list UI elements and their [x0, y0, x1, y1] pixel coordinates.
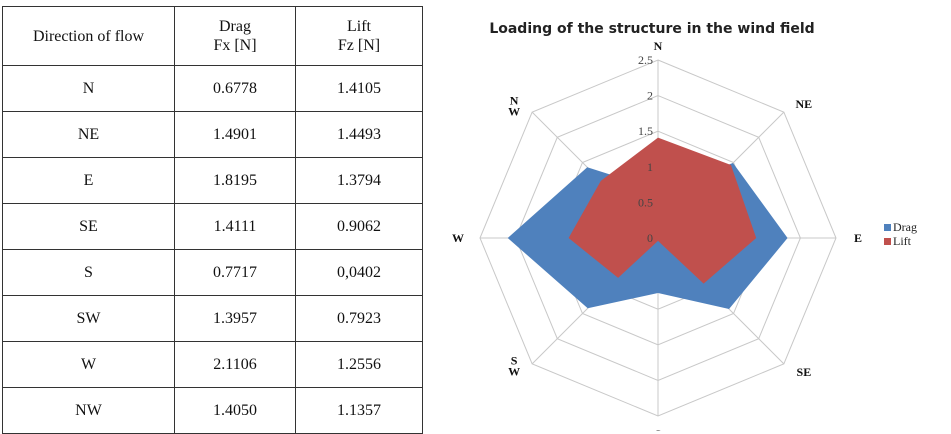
cell-direction: N — [2, 65, 175, 112]
cell-drag: 1.4050 — [174, 387, 296, 434]
cell-drag: 0.7717 — [174, 249, 296, 296]
legend-label-drag: Drag — [893, 220, 917, 234]
table-row: W 2.1106 1.2556 — [2, 341, 423, 388]
category-label-e: E — [854, 231, 862, 245]
table-row: S 0.7717 0,0402 — [2, 249, 423, 296]
cell-lift: 0,0402 — [295, 249, 423, 296]
cell-drag: 1.3957 — [174, 295, 296, 342]
table-row: E 1.8195 1.3794 — [2, 157, 423, 204]
table-row: SE 1.4111 0.9062 — [2, 203, 423, 250]
header-lift-label: Lift — [347, 18, 371, 35]
radial-tick-label: 2 — [647, 89, 653, 103]
cell-drag: 2.1106 — [174, 341, 296, 388]
radial-tick-label: 1.5 — [638, 124, 653, 138]
cell-lift: 1.1357 — [295, 387, 423, 434]
cell-lift: 0.9062 — [295, 203, 423, 250]
cell-lift: 1.4493 — [295, 111, 423, 158]
category-labels: N NE E SE S SW W NW — [452, 39, 862, 431]
category-label-ne: NE — [796, 97, 813, 111]
cell-drag: 1.8195 — [174, 157, 296, 204]
cell-drag: 1.4111 — [174, 203, 296, 250]
table-header-row: Direction of flow Drag Fx [N] Lift Fz [N… — [2, 6, 423, 66]
radar-series — [507, 137, 788, 310]
legend-swatch-lift — [884, 238, 891, 245]
cell-direction: W — [2, 341, 175, 388]
radial-ticks: 0 0.5 1 1.5 2 2.5 — [638, 53, 653, 245]
data-table: Direction of flow Drag Fx [N] Lift Fz [N… — [2, 6, 423, 434]
chart-title: Loading of the structure in the wind fie… — [489, 21, 814, 37]
cell-lift: 1.3794 — [295, 157, 423, 204]
radial-tick-label: 0 — [647, 231, 653, 245]
radar-chart: Loading of the structure in the wind fie… — [452, 21, 917, 431]
table-row: N 0.6778 1.4105 — [2, 65, 423, 112]
cell-direction: SW — [2, 295, 175, 342]
header-lift: Lift Fz [N] — [295, 6, 423, 66]
cell-direction: E — [2, 157, 175, 204]
category-label-n: N — [654, 39, 663, 53]
radial-tick-label: 2.5 — [638, 53, 653, 67]
radial-tick-label: 1 — [647, 160, 653, 174]
legend-label-lift: Lift — [893, 234, 912, 248]
header-direction: Direction of flow — [2, 6, 175, 66]
cell-direction: NW — [2, 387, 175, 434]
header-drag-label: Drag — [219, 18, 251, 35]
series-lift-area — [568, 137, 757, 284]
cell-drag: 1.4901 — [174, 111, 296, 158]
legend-swatch-drag — [884, 224, 891, 231]
table-row: SW 1.3957 0.7923 — [2, 295, 423, 342]
cell-direction: SE — [2, 203, 175, 250]
header-lift-unit: Fz [N] — [337, 37, 381, 54]
cell-direction: S — [2, 249, 175, 296]
cell-direction: NE — [2, 111, 175, 158]
cell-lift: 1.2556 — [295, 341, 423, 388]
cell-lift: 0.7923 — [295, 295, 423, 342]
header-drag: Drag Fx [N] — [174, 6, 296, 66]
table-row: NE 1.4901 1.4493 — [2, 111, 423, 158]
category-label-se: SE — [797, 365, 812, 379]
table-row: NW 1.4050 1.1357 — [2, 387, 423, 434]
header-drag-unit: Fx [N] — [213, 37, 257, 54]
radial-tick-label: 0.5 — [638, 195, 653, 209]
category-label-s: S — [655, 427, 662, 431]
cell-lift: 1.4105 — [295, 65, 423, 112]
cell-drag: 0.6778 — [174, 65, 296, 112]
category-label-w: W — [452, 231, 464, 245]
